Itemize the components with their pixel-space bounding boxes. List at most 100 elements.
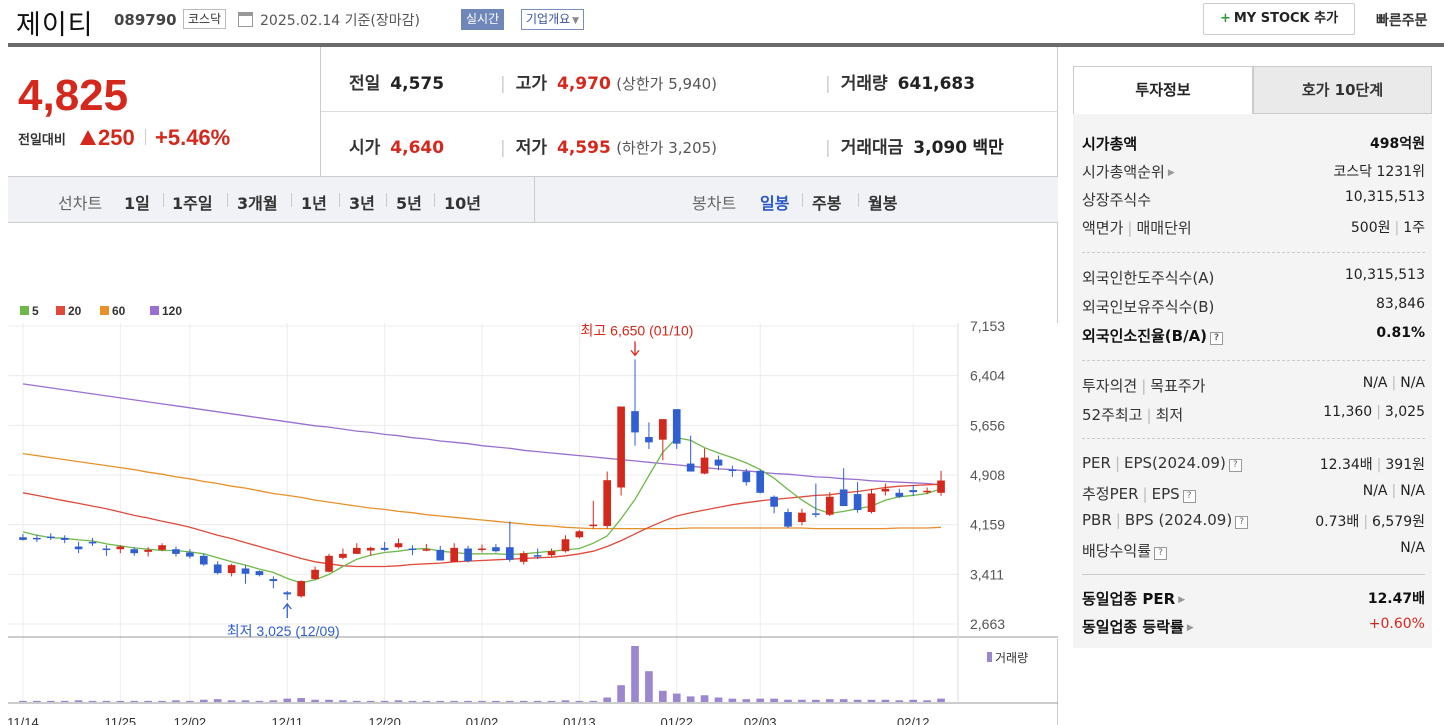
tab-3m[interactable]: 3개월 bbox=[237, 194, 278, 213]
high-label: 고가 bbox=[515, 74, 548, 94]
tab-5y[interactable]: 5년 bbox=[396, 194, 422, 213]
volume-bar bbox=[881, 699, 890, 702]
arrow-right-icon: ▶ bbox=[1186, 623, 1194, 633]
volume-bar bbox=[589, 700, 598, 702]
tab-monthly[interactable]: 월봉 bbox=[868, 194, 898, 213]
volume-bar bbox=[686, 696, 695, 702]
candle-body bbox=[923, 490, 931, 493]
volume-bar bbox=[116, 700, 125, 702]
volume-bar bbox=[853, 699, 862, 702]
realtime-button[interactable]: 실시간 bbox=[461, 9, 505, 30]
volume-bar bbox=[937, 698, 945, 702]
market-cap-label: 시가총액 bbox=[1082, 135, 1138, 153]
volume-bar bbox=[450, 700, 459, 702]
ma20-line bbox=[22, 483, 942, 568]
candle-body bbox=[311, 569, 319, 580]
quick-order-button[interactable]: 빠른주문 bbox=[1376, 13, 1428, 29]
volume-bar bbox=[784, 699, 792, 702]
volume-bar bbox=[631, 646, 639, 702]
volume-bar bbox=[464, 700, 472, 702]
stock-code: 089790 bbox=[114, 11, 177, 29]
calendar-icon bbox=[238, 12, 253, 27]
pbr-value: 0.73배 bbox=[1315, 514, 1360, 530]
tab-1y[interactable]: 1년 bbox=[301, 194, 327, 213]
volume-bar bbox=[158, 700, 166, 702]
candle-body bbox=[186, 552, 194, 557]
volume-bar bbox=[255, 700, 264, 702]
help-icon[interactable]: ? bbox=[1210, 332, 1224, 345]
volume-bar bbox=[478, 700, 486, 702]
tab-orderbook-10[interactable]: 호가 10단계 bbox=[1253, 66, 1432, 114]
low-annotation: 최저 3,025 (12/09) bbox=[227, 623, 340, 639]
industry-rate-label[interactable]: 동일업종 등락률 bbox=[1082, 618, 1184, 636]
tab-weekly[interactable]: 주봉 bbox=[812, 194, 842, 213]
candle-body bbox=[422, 549, 431, 551]
add-my-stock-button[interactable]: + MY STOCK 추가 bbox=[1203, 3, 1355, 35]
volume-bar bbox=[366, 700, 375, 702]
volume-bar bbox=[19, 700, 27, 702]
candle-body bbox=[617, 406, 625, 488]
candle-body bbox=[742, 471, 751, 483]
base-date: 2025.02.14 기준(장마감) bbox=[260, 13, 420, 29]
candle-body bbox=[33, 537, 41, 540]
prev-close-label: 전일 bbox=[349, 74, 381, 94]
foreign-ratio-value: 0.81% bbox=[1376, 325, 1425, 341]
industry-per-label[interactable]: 동일업종 PER bbox=[1082, 590, 1176, 608]
candle-body bbox=[519, 553, 528, 562]
volume-value: 641,683 bbox=[897, 74, 976, 94]
market-cap-rank-label[interactable]: 시가총액순위 bbox=[1082, 163, 1165, 181]
market-cap-rank-row: 시가총액순위 ▶ 코스닥 1231위 bbox=[1082, 158, 1425, 184]
arrow-right-icon: ▶ bbox=[1167, 168, 1175, 178]
candlestick-chart-area[interactable]: 7,153 6,404 5,656 4,908 4,159 3,411 2,663 11/14… bbox=[7, 223, 1058, 725]
candle-body bbox=[478, 548, 486, 551]
listed-shares-row: 상장주식수 10,315,513 bbox=[1082, 186, 1425, 212]
dividend-label: 배당수익률 bbox=[1082, 542, 1152, 560]
help-icon[interactable]: ? bbox=[1154, 547, 1168, 560]
change-separator bbox=[145, 129, 146, 145]
tab-3y[interactable]: 3년 bbox=[349, 194, 375, 213]
legend-label: 5 bbox=[32, 304, 39, 318]
volume-bar bbox=[172, 700, 180, 702]
trade-value-unit: 백만 bbox=[972, 138, 1004, 158]
tab-investment-info[interactable]: 투자정보 bbox=[1073, 66, 1253, 114]
ma60-line bbox=[22, 452, 942, 530]
candle-body bbox=[505, 547, 514, 560]
volume-bar bbox=[130, 700, 139, 702]
current-price: 4,825 bbox=[18, 71, 129, 120]
candle-body bbox=[199, 555, 208, 565]
volume-bar bbox=[241, 700, 250, 702]
tab-10y[interactable]: 10년 bbox=[444, 194, 481, 213]
help-icon[interactable]: ? bbox=[1228, 459, 1242, 472]
est-per-label: 추정PER bbox=[1082, 485, 1139, 503]
y-tick-label: 2,663 bbox=[970, 616, 1005, 632]
volume-bar bbox=[798, 699, 806, 702]
x-tick-label: 12/20 bbox=[368, 715, 401, 725]
arrow-right-icon: ▶ bbox=[1178, 595, 1186, 605]
help-icon[interactable]: ? bbox=[1235, 516, 1249, 529]
market-cap-rank-value: 코스닥 1231위 bbox=[1333, 164, 1425, 180]
company-overview-dropdown[interactable]: 기업개요 ▼ bbox=[521, 9, 585, 30]
tab-1w[interactable]: 1주일 bbox=[172, 194, 213, 213]
target-price-label: 목표주가 bbox=[1150, 377, 1206, 395]
candle-body bbox=[909, 490, 918, 493]
plus-icon: + bbox=[1219, 11, 1231, 26]
per-eps-row: PER | EPS(2024.09)? 12.34배 | 391원 bbox=[1082, 454, 1425, 473]
candle-body bbox=[394, 543, 403, 548]
target-price-value: N/A bbox=[1400, 375, 1425, 391]
volume-bar bbox=[227, 700, 236, 702]
help-icon[interactable]: ? bbox=[1182, 490, 1196, 503]
volume-bar bbox=[533, 700, 542, 702]
x-tick-label: 12/02 bbox=[174, 715, 207, 725]
candle-body bbox=[492, 547, 500, 552]
foreign-limit-value: 10,315,513 bbox=[1344, 267, 1425, 283]
volume-bar bbox=[700, 695, 709, 702]
prev-close-value: 4,575 bbox=[390, 74, 445, 94]
candle-body bbox=[46, 536, 55, 539]
volume-bar bbox=[728, 698, 737, 702]
volume-bar bbox=[492, 700, 500, 702]
tab-1d[interactable]: 1일 bbox=[124, 194, 150, 213]
tab-daily[interactable]: 일봉 bbox=[760, 194, 790, 213]
market-cap-value: 498억원 bbox=[1370, 136, 1425, 152]
candle-body bbox=[714, 459, 723, 466]
dividend-row: 배당수익률? N/A bbox=[1082, 537, 1425, 563]
